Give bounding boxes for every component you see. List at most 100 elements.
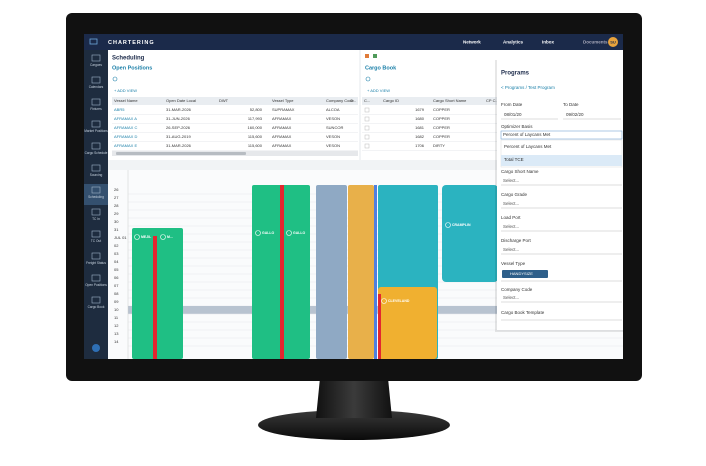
stand-base [258, 410, 450, 440]
dropdown[interactable] [500, 130, 623, 140]
cell: AFRAMAX [272, 116, 292, 121]
table-header [112, 97, 358, 105]
select-input[interactable]: Select... [503, 201, 519, 206]
checkbox[interactable] [364, 125, 370, 131]
cell: 115,600 [248, 143, 263, 148]
date-label: 10 [114, 307, 119, 312]
add-view[interactable]: + ADD VIEW [114, 88, 137, 93]
cell: COPPER [433, 107, 450, 112]
cell: 26-SEP-2026 [166, 125, 191, 130]
sidebar-item[interactable]: Scheduling [88, 195, 104, 199]
nav-link[interactable]: Analytics [503, 40, 524, 45]
sidebar-item[interactable]: Calendars [89, 85, 104, 89]
add-view[interactable]: + ADD VIEW [367, 88, 390, 93]
date-label: 04 [114, 259, 119, 264]
select-input[interactable]: Select... [503, 247, 519, 252]
sidebar-item[interactable]: Freight Status [86, 261, 106, 265]
laycan-line [378, 294, 381, 359]
cell: ABR5 [114, 107, 125, 112]
checkbox[interactable] [364, 134, 370, 140]
date-label: 29 [114, 211, 119, 216]
date-label: 09 [114, 299, 119, 304]
sidebar-item[interactable]: Fixtures [90, 107, 102, 111]
cell: 1681 [415, 125, 425, 130]
date-label: 08 [114, 291, 119, 296]
bar-icon [445, 222, 451, 228]
programs-title: Programs [501, 71, 530, 77]
chip-text: HANDYSIZE [510, 271, 533, 276]
cell: 31-JUN-2026 [166, 116, 191, 121]
cell: SUPRAMAX [272, 107, 295, 112]
checkbox[interactable] [364, 116, 370, 122]
field-label: Load Port [501, 215, 521, 220]
breadcrumb[interactable]: < Programs / Test Program [501, 85, 555, 90]
column-header: CP C... [486, 98, 499, 103]
bar-icon [255, 230, 261, 236]
field-label: Company Code [501, 287, 533, 292]
cell: 31-AUG-2019 [166, 134, 191, 139]
field-label: Optimizer Basis [501, 124, 533, 129]
cell: AFRAMAX [272, 143, 292, 148]
programs-panel [497, 60, 623, 330]
date-label: 03 [114, 251, 119, 256]
bar-label: M... [167, 235, 173, 239]
column-header: Company Code [326, 98, 355, 103]
date-label: 06 [114, 275, 119, 280]
field-label: From Date [501, 102, 523, 107]
date-label: 26 [114, 187, 119, 192]
help-icon [92, 344, 100, 352]
cell: 117,993 [248, 116, 263, 121]
nav-link[interactable]: Inbox [542, 40, 554, 45]
sidebar-icon [91, 252, 101, 260]
cell: 1682 [415, 134, 425, 139]
field-label: To Date [563, 102, 579, 107]
date-label: 30 [114, 219, 119, 224]
cell: AFRAMAX [272, 125, 292, 130]
menu-icon[interactable] [89, 38, 98, 45]
dropdown-value: Percent of Laycans Met [503, 132, 551, 137]
select-input[interactable]: Select... [503, 224, 519, 229]
cell: COPPER [433, 125, 450, 130]
schedule-bar [316, 185, 347, 359]
sidebar-item[interactable]: Cargoes [90, 63, 102, 67]
field-label: Cargo Grade [501, 192, 528, 197]
sidebar-icon [91, 274, 101, 282]
field-label: Discharge Port [501, 238, 532, 243]
checkbox[interactable] [364, 143, 370, 149]
schedule-bar [442, 185, 498, 282]
checkbox[interactable] [364, 107, 370, 113]
dropdown-option[interactable]: Percent of Laycans Met [504, 144, 552, 149]
refresh-icon [365, 76, 371, 82]
sidebar-item[interactable]: TC Out [91, 239, 101, 243]
sidebar-item[interactable]: Cargo Schedule [85, 151, 108, 155]
panel-title: Cargo Book [365, 65, 397, 71]
column-header: C... [364, 98, 370, 103]
dropdown-option[interactable]: Total TCE [504, 157, 524, 162]
date-input[interactable]: 08/01/20 [504, 112, 522, 117]
nav-link[interactable]: Network [463, 40, 481, 45]
cell: 1679 [415, 107, 425, 112]
sidebar-item[interactable]: TC In [92, 217, 100, 221]
select-input[interactable]: Select... [503, 178, 519, 183]
sidebar-item[interactable]: Open Positions [85, 283, 107, 287]
select-input[interactable]: Select... [503, 295, 519, 300]
column-header: C... [350, 98, 356, 103]
column-header: Vessel Type [272, 98, 294, 103]
bar-label: GALLO [262, 231, 275, 235]
date-label: 27 [114, 195, 119, 200]
column-header: Cargo Short Name [433, 98, 467, 103]
refresh-icon [112, 76, 118, 82]
sidebar-item[interactable]: Sourcing [90, 173, 103, 177]
cell: SUNCOR [326, 125, 343, 130]
date-label: 02 [114, 243, 119, 248]
nav-link[interactable]: Documents [583, 40, 608, 45]
sidebar-item[interactable]: Cargo Book [88, 305, 105, 309]
cell: 1706 [415, 143, 425, 148]
scroll-thumb [116, 152, 246, 155]
nav-bar [84, 34, 623, 50]
sidebar-item[interactable]: Market Positions [84, 129, 108, 133]
cell: AFRAMAX C [114, 125, 137, 130]
bar-icon [286, 230, 292, 236]
date-input[interactable]: 09/02/20 [566, 112, 584, 117]
